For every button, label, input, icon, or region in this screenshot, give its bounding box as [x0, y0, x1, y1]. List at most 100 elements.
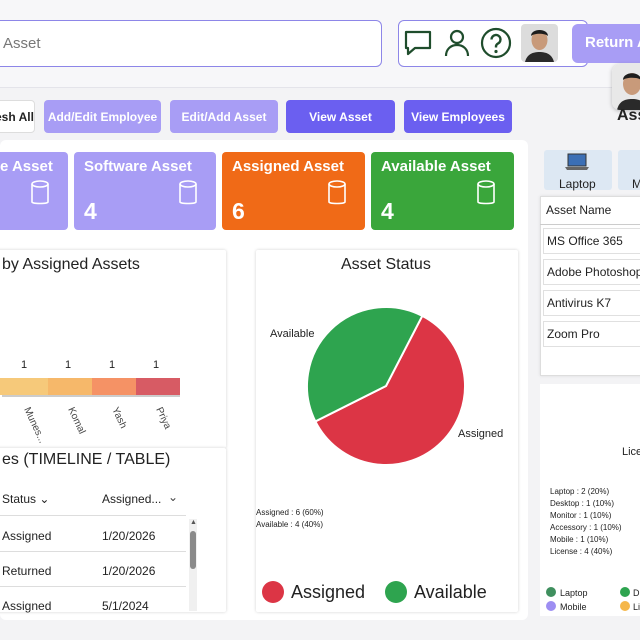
table-scrollbar[interactable]: ▲	[189, 519, 197, 611]
table-cell-status: Assigned	[2, 599, 52, 613]
legend-dot-desktop	[620, 587, 630, 597]
summary-line: Assigned : 6 (60%)	[256, 508, 324, 517]
refresh-all-button[interactable]: esh All	[0, 100, 35, 133]
tile-label: Laptop	[559, 177, 596, 191]
search-input[interactable]: Asset	[0, 20, 382, 67]
summary-line: Laptop : 2 (20%)	[550, 487, 610, 496]
table-row[interactable]: Zoom Pro	[543, 321, 640, 347]
assigned-bar-chart-svg: 1 1 1 1 Munes... Komal Yash Priya	[0, 359, 180, 445]
x-tick-label: Komal	[65, 406, 87, 436]
cell-asset-name: Zoom Pro	[547, 327, 600, 341]
bar-Yash	[92, 378, 136, 395]
pie-slice-available[interactable]	[306, 306, 424, 423]
summary-line: Desktop : 1 (10%)	[550, 499, 615, 508]
card-value: 4	[381, 198, 394, 224]
database-icon	[179, 180, 197, 205]
add-edit-employee-button[interactable]: Add/Edit Employee	[44, 100, 161, 133]
legend-label: Li	[633, 602, 640, 612]
summary-line: Monitor : 1 (10%)	[550, 511, 612, 520]
table-cell-date: 5/1/2024	[102, 599, 149, 613]
side-user-name: Ass	[617, 107, 640, 124]
search-text: Asset	[3, 35, 41, 52]
help-icon[interactable]	[480, 27, 512, 59]
card-assigned-asset: Assigned Asset 6	[222, 152, 365, 230]
x-tick-label: Priya	[153, 406, 173, 432]
legend-label: Available	[414, 582, 487, 602]
bar-data-label: 1	[21, 359, 27, 371]
row-divider	[540, 224, 640, 225]
table-cell-status: Assigned	[2, 529, 52, 543]
asset-type-chart	[540, 384, 640, 616]
scrollbar-thumb[interactable]	[190, 531, 196, 569]
legend-dot-assigned	[262, 581, 284, 603]
bar-Priya	[136, 378, 180, 395]
column-label: Status	[2, 492, 37, 506]
database-icon	[328, 180, 346, 205]
x-tick-label: Munes...	[21, 406, 47, 445]
user-icon[interactable]	[442, 27, 472, 59]
asset-status-pie-svg	[306, 306, 466, 466]
column-header-status[interactable]: Status ⌄	[2, 492, 50, 506]
database-icon	[31, 180, 49, 205]
summary-line: Mobile : 1 (10%)	[550, 535, 609, 544]
tile-laptop[interactable]: Laptop	[544, 150, 612, 191]
legend-dot-mobile	[546, 601, 556, 611]
row-divider	[0, 515, 186, 516]
return-asset-button[interactable]: Return A	[572, 24, 640, 63]
bar-segment	[0, 378, 4, 395]
timeline-title: es (TIMELINE / TABLE)	[2, 451, 171, 468]
table-cell-date: 1/20/2026	[102, 564, 156, 578]
laptop-icon	[565, 153, 589, 170]
table-cell-status: Returned	[2, 564, 52, 578]
card-software-asset: Software Asset 4	[74, 152, 216, 230]
column-label: Assigned...	[102, 492, 162, 506]
summary-line: Available : 4 (40%)	[256, 520, 323, 529]
legend-dot-license	[620, 601, 630, 611]
card-title: Software Asset	[84, 158, 192, 175]
bar-Komal	[48, 378, 92, 395]
bar-data-label: 1	[153, 359, 159, 371]
user-avatar[interactable]	[521, 24, 558, 62]
view-employees-button[interactable]: View Employees	[404, 100, 512, 133]
assigned-assets-chart	[0, 250, 226, 448]
card-value: 6	[232, 198, 245, 224]
legend-label: Mobile	[560, 602, 587, 612]
legend-label: Assigned	[291, 582, 366, 602]
software-table	[540, 196, 640, 376]
summary-line: Accessory : 1 (10%)	[550, 523, 622, 532]
tile-label: M	[632, 177, 640, 191]
cell-asset-name: Adobe Photoshop	[547, 265, 640, 279]
table-row[interactable]: Antivirus K7	[543, 290, 640, 316]
pie-label-assigned: Assigned	[458, 428, 504, 440]
chat-icon[interactable]	[402, 27, 434, 59]
chart-title: Asset Status	[341, 256, 431, 273]
tile-monitor[interactable]: M	[618, 150, 640, 191]
table-row[interactable]: Adobe Photoshop	[543, 259, 640, 285]
view-asset-button[interactable]: View Asset	[286, 100, 395, 133]
card-title: Assigned Asset	[232, 158, 344, 175]
card-title: e Asset	[0, 158, 53, 175]
chevron-down-icon[interactable]: ⌄	[168, 490, 179, 504]
x-tick-label: Yash	[109, 406, 128, 431]
pie-slice-assigned[interactable]	[314, 314, 466, 466]
card-available-asset: Available Asset 4	[371, 152, 514, 230]
database-icon	[477, 180, 495, 205]
bar-data-label: 1	[109, 359, 115, 371]
bar-Munes...	[4, 378, 48, 395]
chart-title: by Assigned Assets	[2, 256, 140, 273]
summary-line: License : 4 (40%)	[550, 547, 613, 556]
bar-data-label: 1	[65, 359, 71, 371]
column-header-assigned[interactable]: Assigned...	[102, 492, 161, 506]
card-value: 4	[84, 198, 97, 224]
table-cell-date: 1/20/2026	[102, 529, 156, 543]
card-hardware-asset: e Asset	[0, 152, 68, 230]
edit-add-asset-button[interactable]: Edit/Add Asset	[170, 100, 278, 133]
legend-dot-laptop	[546, 587, 556, 597]
scroll-up-icon[interactable]: ▲	[190, 519, 197, 526]
pie-label-available: Available	[270, 328, 315, 340]
side-user-avatar[interactable]	[612, 64, 640, 110]
row-divider	[0, 551, 186, 552]
table-row[interactable]: MS Office 365	[543, 228, 640, 254]
legend-label: Laptop	[560, 588, 588, 598]
table-header-asset-name: Asset Name	[546, 203, 612, 217]
